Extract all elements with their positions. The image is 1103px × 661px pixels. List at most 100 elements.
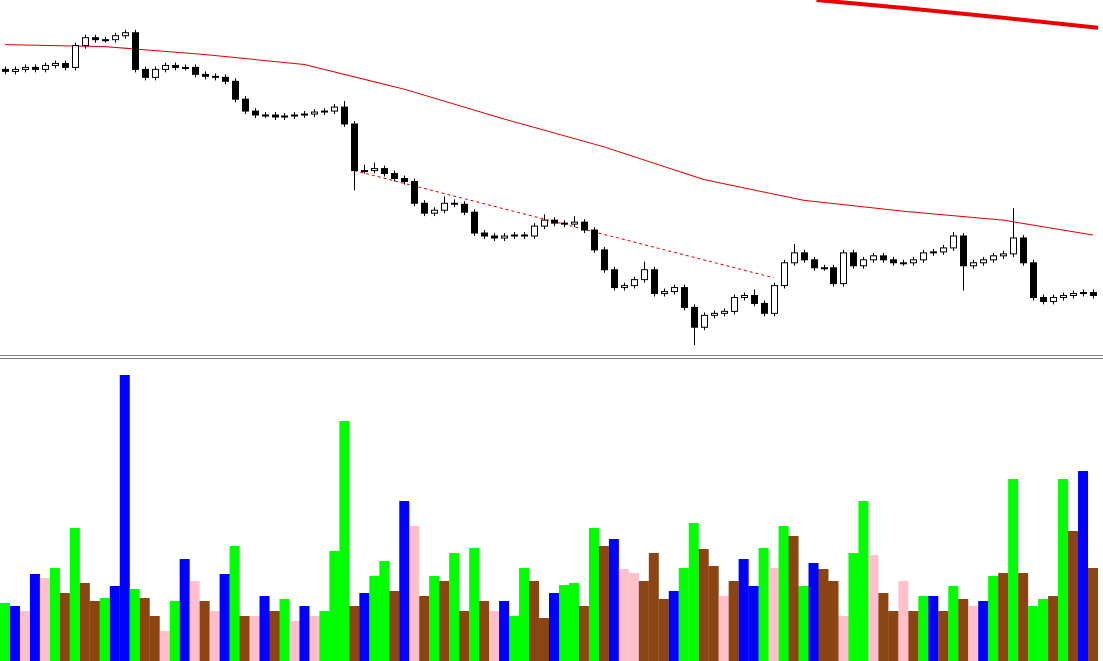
candle-body [351,123,358,172]
volume-bar [79,583,90,661]
volume-bar [1068,531,1079,661]
volume-bar [688,523,699,661]
candle-body [890,259,897,264]
candle-body [401,177,408,182]
volume-bar [129,589,140,661]
volume-bar [489,611,500,661]
volume-bar [529,581,540,661]
volume-bar [499,601,510,661]
candle-body [1000,253,1007,257]
volume-bar [678,568,689,661]
volume-bar [159,631,170,661]
candle-body [281,115,288,118]
candle-body [681,287,688,308]
candle-body [1040,296,1047,302]
candle-body [122,32,129,37]
candle-body [561,222,568,225]
volume-bar [239,616,250,661]
candle-body [811,259,818,269]
candle-body [850,252,857,267]
candle-body [361,170,368,173]
volume-bar [19,611,30,661]
candle-body [870,255,877,261]
volume-bar [568,583,579,661]
candle-body [611,269,618,289]
volume-bar [748,586,759,661]
candle-body [900,262,907,265]
volume-bar [69,528,80,661]
volume-bar [149,616,160,661]
candle-body [411,180,418,204]
candle-body [471,211,478,234]
volume-bar [289,621,300,661]
candle-body [840,252,847,285]
volume-bar [818,569,829,661]
volume-bar [888,611,899,661]
volume-bar [399,501,410,661]
volume-bar [199,601,210,661]
candle-body [262,114,269,117]
volume-bar [259,596,270,661]
volume-bar [369,576,380,661]
volume-bar [948,586,959,661]
volume-bar [9,606,20,661]
volume-bar [978,601,989,661]
volume-bar [1078,471,1089,661]
candle-body [830,267,837,285]
candle-body [551,219,558,224]
volume-bar [99,598,110,661]
volume-bar [29,574,40,661]
candle-body [791,252,798,264]
volume-bar [209,611,220,661]
volume-bar [49,568,60,661]
candle-body [391,173,398,179]
candle-body [202,73,209,77]
volume-bar [409,526,420,661]
volume-bar [758,548,769,661]
indicator-line [816,0,1099,30]
candle-body [621,285,628,289]
volume-bar [928,596,939,661]
volume-bar [608,539,619,661]
candle-body [930,251,937,254]
candle-body [341,106,348,125]
candle-body [541,219,548,227]
volume-bar [798,586,809,661]
volume-bar [1088,568,1099,661]
volume-bar [219,574,230,661]
volume-bar [419,596,430,661]
candle-body [521,234,528,237]
candle-body [641,269,648,281]
candle-body [441,202,448,211]
volume-bar [638,581,649,661]
volume-bar [1008,479,1019,661]
volume-bar [868,555,879,661]
candle-body [42,64,49,70]
candle-body [212,75,219,78]
candle-body [421,202,428,214]
indicator-line [4,44,1094,236]
candle-body [102,39,109,42]
candle-body [22,66,29,70]
volume-bar [628,573,639,661]
volume-bar [1028,606,1039,661]
volume-bar [648,553,659,661]
candle-body [721,310,728,314]
candle-body [162,64,169,70]
candle-body [1020,237,1027,264]
candle-body [591,229,598,251]
candle-body [691,306,698,328]
volume-bar [189,581,200,661]
volume-bar [658,599,669,661]
volume-bar [109,586,120,661]
volume-bar [878,593,889,661]
candle-body [1010,237,1017,255]
candle-body [940,247,947,253]
candle-body [222,76,229,82]
candle-body [910,259,917,264]
candle-body [531,225,538,237]
volume-bar [269,611,280,661]
volume-bar [768,568,779,661]
volume-bar [938,611,949,661]
volume-bar [359,593,370,661]
